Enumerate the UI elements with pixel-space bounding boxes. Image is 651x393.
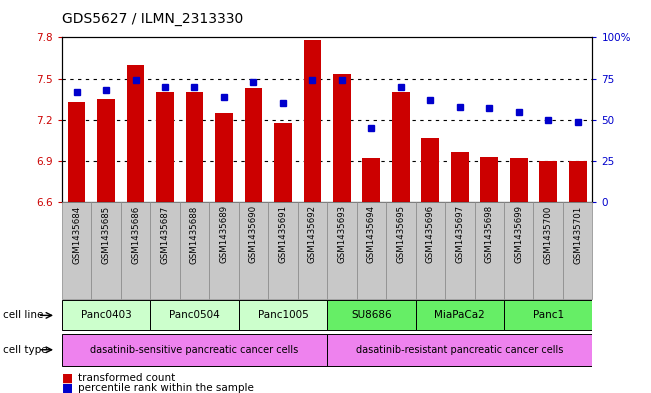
Bar [510,158,527,202]
Text: Panc0403: Panc0403 [81,310,132,320]
Bar [245,88,262,202]
Text: GSM1435700: GSM1435700 [544,205,553,264]
Text: GSM1435698: GSM1435698 [485,205,493,263]
Bar [127,65,145,202]
Text: GDS5627 / ILMN_2313330: GDS5627 / ILMN_2313330 [62,12,243,26]
FancyBboxPatch shape [475,202,504,299]
Bar [480,157,498,202]
FancyBboxPatch shape [121,202,150,299]
Bar [327,334,592,365]
Bar [156,92,174,202]
Text: ■: ■ [62,371,77,385]
Bar [504,300,592,331]
Text: GSM1435694: GSM1435694 [367,205,376,263]
Text: GSM1435693: GSM1435693 [337,205,346,263]
Text: GSM1435696: GSM1435696 [426,205,435,263]
FancyBboxPatch shape [445,202,475,299]
Bar [62,300,150,331]
Text: dasatinib-resistant pancreatic cancer cells: dasatinib-resistant pancreatic cancer ce… [356,345,564,355]
Text: GSM1435685: GSM1435685 [102,205,111,264]
FancyBboxPatch shape [268,202,298,299]
Bar [97,99,115,202]
Text: ■: ■ [62,382,77,393]
Text: cell line: cell line [3,310,44,320]
Bar [421,138,439,202]
Bar [451,151,469,202]
Text: transformed count: transformed count [78,373,175,383]
Text: dasatinib-sensitive pancreatic cancer cells: dasatinib-sensitive pancreatic cancer ce… [90,345,299,355]
Bar [186,92,203,202]
Text: GSM1435686: GSM1435686 [131,205,140,264]
Text: GSM1435692: GSM1435692 [308,205,317,263]
Text: percentile rank within the sample: percentile rank within the sample [78,383,254,393]
Bar [569,161,587,202]
Text: GSM1435684: GSM1435684 [72,205,81,264]
Text: GSM1435695: GSM1435695 [396,205,406,263]
Bar [62,334,327,365]
FancyBboxPatch shape [298,202,327,299]
Text: Panc0504: Panc0504 [169,310,220,320]
Text: GSM1435697: GSM1435697 [455,205,464,263]
FancyBboxPatch shape [357,202,386,299]
Bar [68,102,85,202]
Bar [539,161,557,202]
FancyBboxPatch shape [504,202,533,299]
Text: GSM1435701: GSM1435701 [573,205,582,264]
Text: GSM1435689: GSM1435689 [219,205,229,263]
FancyBboxPatch shape [209,202,239,299]
Bar [239,300,327,331]
Text: SU8686: SU8686 [351,310,392,320]
Bar [415,300,504,331]
FancyBboxPatch shape [563,202,592,299]
Text: GSM1435691: GSM1435691 [279,205,287,263]
Bar [274,123,292,202]
Text: GSM1435687: GSM1435687 [161,205,169,264]
Bar [327,300,415,331]
Text: cell type: cell type [3,345,48,355]
FancyBboxPatch shape [415,202,445,299]
Text: Panc1: Panc1 [533,310,564,320]
FancyBboxPatch shape [327,202,357,299]
Text: GSM1435688: GSM1435688 [190,205,199,264]
FancyBboxPatch shape [180,202,209,299]
FancyBboxPatch shape [91,202,121,299]
Text: MiaPaCa2: MiaPaCa2 [434,310,485,320]
Bar [363,158,380,202]
Bar [333,74,351,202]
FancyBboxPatch shape [386,202,415,299]
Bar [150,300,239,331]
Bar [392,92,409,202]
Text: GSM1435699: GSM1435699 [514,205,523,263]
Bar [303,40,321,202]
FancyBboxPatch shape [239,202,268,299]
FancyBboxPatch shape [533,202,563,299]
FancyBboxPatch shape [150,202,180,299]
Text: Panc1005: Panc1005 [258,310,309,320]
Text: GSM1435690: GSM1435690 [249,205,258,263]
Bar [215,113,233,202]
FancyBboxPatch shape [62,202,91,299]
